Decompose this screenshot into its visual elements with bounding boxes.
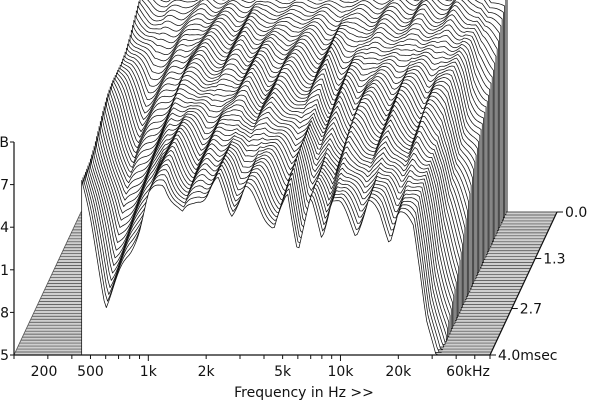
x-axis-ticks: 200 500 1k 2k 5k 10k 20k 60kHz	[13, 355, 491, 380]
time-tick-label: 4.0msec	[498, 348, 558, 364]
x-axis-title: Frequency in Hz >>	[234, 385, 374, 401]
x-tick-label: 10k	[328, 364, 355, 380]
time-tick-label: 1.3	[543, 251, 565, 267]
y-tick-label: -35	[0, 348, 9, 364]
time-axis-ticks: 0.0 1.3 2.7 4.0msec	[490, 205, 587, 364]
x-tick-label: 60kHz	[446, 364, 490, 380]
time-tick-label: 0.0	[565, 205, 587, 221]
decay-slices	[81, 0, 508, 356]
x-tick-label: 5k	[274, 364, 292, 380]
decay-slice	[81, 177, 441, 356]
x-tick-label: 20k	[385, 364, 412, 380]
time-tick-label: 2.7	[520, 302, 542, 318]
x-tick-label: 200	[31, 364, 58, 380]
y-axis-ticks: 0dB -7 -14 -21 -28 -35	[0, 135, 14, 364]
y-tick-label: -7	[0, 178, 9, 194]
x-tick-label: 2k	[198, 364, 216, 380]
chart-axes	[13, 142, 558, 356]
x-tick-label: 1k	[140, 364, 158, 380]
y-tick-label: -28	[0, 305, 9, 321]
x-tick-label: 500	[77, 364, 104, 380]
y-tick-label: -21	[0, 263, 9, 279]
y-tick-label: 0dB	[0, 135, 9, 151]
time-axis-line	[489, 211, 558, 356]
y-tick-label: -14	[0, 220, 9, 236]
